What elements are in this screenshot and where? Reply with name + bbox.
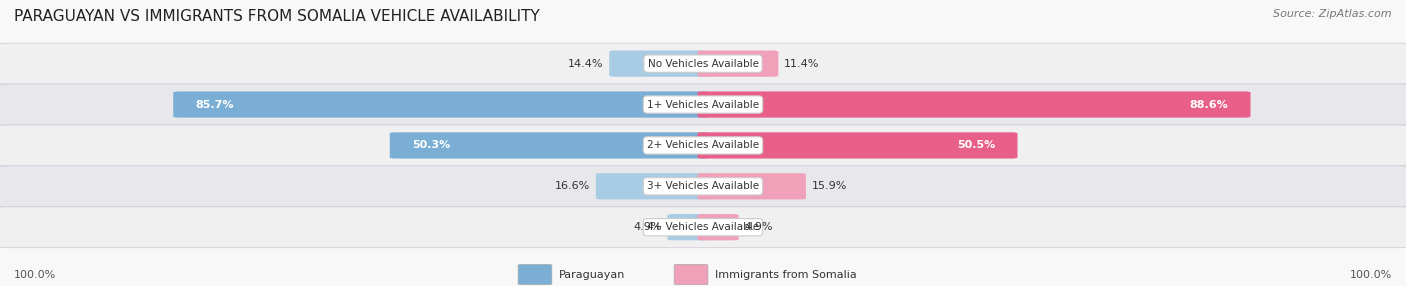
FancyBboxPatch shape	[596, 173, 709, 199]
Text: 16.6%: 16.6%	[555, 181, 591, 191]
FancyBboxPatch shape	[389, 132, 709, 158]
FancyBboxPatch shape	[0, 125, 1406, 166]
FancyBboxPatch shape	[697, 51, 779, 77]
FancyBboxPatch shape	[668, 214, 709, 240]
FancyBboxPatch shape	[0, 84, 1406, 125]
Text: 100.0%: 100.0%	[14, 270, 56, 279]
FancyBboxPatch shape	[697, 214, 738, 240]
Text: 3+ Vehicles Available: 3+ Vehicles Available	[647, 181, 759, 191]
Text: 100.0%: 100.0%	[1350, 270, 1392, 279]
Text: 14.4%: 14.4%	[568, 59, 603, 69]
Text: 2+ Vehicles Available: 2+ Vehicles Available	[647, 140, 759, 150]
FancyBboxPatch shape	[609, 51, 709, 77]
FancyBboxPatch shape	[0, 166, 1406, 207]
Text: 50.3%: 50.3%	[412, 140, 450, 150]
FancyBboxPatch shape	[675, 264, 709, 285]
Text: 4.9%: 4.9%	[744, 222, 773, 232]
Text: 88.6%: 88.6%	[1189, 100, 1227, 110]
Text: 15.9%: 15.9%	[811, 181, 846, 191]
Text: 4.9%: 4.9%	[633, 222, 662, 232]
Text: No Vehicles Available: No Vehicles Available	[648, 59, 758, 69]
Text: PARAGUAYAN VS IMMIGRANTS FROM SOMALIA VEHICLE AVAILABILITY: PARAGUAYAN VS IMMIGRANTS FROM SOMALIA VE…	[14, 9, 540, 23]
FancyBboxPatch shape	[0, 207, 1406, 248]
FancyBboxPatch shape	[173, 92, 709, 118]
Text: 50.5%: 50.5%	[956, 140, 995, 150]
FancyBboxPatch shape	[697, 132, 1018, 158]
FancyBboxPatch shape	[519, 264, 553, 285]
Text: 4+ Vehicles Available: 4+ Vehicles Available	[647, 222, 759, 232]
Text: Paraguayan: Paraguayan	[560, 270, 626, 279]
Text: 1+ Vehicles Available: 1+ Vehicles Available	[647, 100, 759, 110]
FancyBboxPatch shape	[697, 173, 806, 199]
FancyBboxPatch shape	[0, 43, 1406, 84]
Text: 11.4%: 11.4%	[785, 59, 820, 69]
Text: Source: ZipAtlas.com: Source: ZipAtlas.com	[1274, 9, 1392, 19]
Text: 85.7%: 85.7%	[195, 100, 235, 110]
Text: Immigrants from Somalia: Immigrants from Somalia	[716, 270, 856, 279]
FancyBboxPatch shape	[697, 92, 1250, 118]
